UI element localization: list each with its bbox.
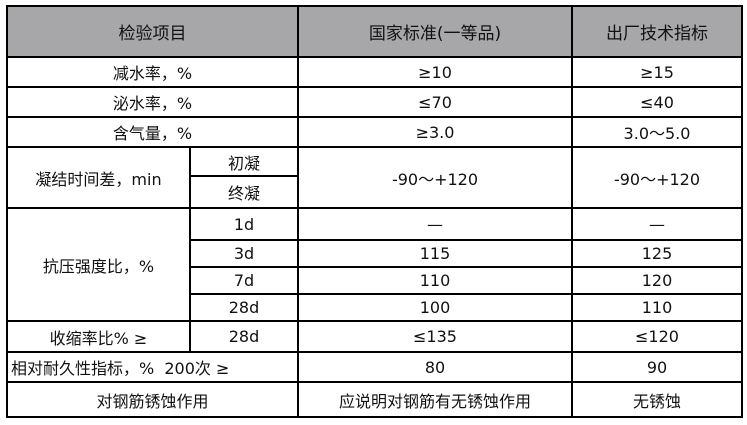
national-value: 110 <box>297 266 573 295</box>
table-row: 凝结时间差，min 初凝 -90～+120 -90～+120 <box>6 146 743 209</box>
row-label: 相对耐久性指标，% 200次 ≥ <box>6 351 299 383</box>
header-item: 检验项目 <box>6 5 299 58</box>
national-value: 80 <box>297 351 573 383</box>
factory-value: ≥15 <box>571 56 743 88</box>
sub-label: 28d <box>189 320 299 353</box>
table-row: 终凝 <box>7 175 742 209</box>
factory-value: 110 <box>571 293 743 322</box>
factory-value: ≤40 <box>571 86 743 118</box>
header-national: 国家标准(一等品) <box>297 5 573 58</box>
sub-label: 1d <box>189 207 299 241</box>
sub-label: 终凝 <box>189 175 299 209</box>
national-value: 115 <box>297 239 573 268</box>
factory-value: 3.0～5.0 <box>571 116 743 148</box>
national-value: 应说明对钢筋有无锈蚀作用 <box>297 381 573 418</box>
national-value: ≤70 <box>297 86 573 118</box>
sub-label: 3d <box>189 239 299 268</box>
factory-value: 120 <box>571 266 743 295</box>
sub-label: 7d <box>189 266 299 295</box>
row-label: 对钢筋锈蚀作用 <box>6 381 299 418</box>
national-value: 100 <box>297 293 573 322</box>
sub-label: 28d <box>189 293 299 322</box>
table-row: 抗压强度比，% 1d — — <box>6 207 743 322</box>
table-row: 相对耐久性指标，% 200次 ≥ 80 90 <box>6 351 743 383</box>
national-value: ≥10 <box>297 56 573 88</box>
row-label: 含气量，% <box>6 116 299 148</box>
national-value: — <box>297 207 573 241</box>
national-value: ≤135 <box>297 320 573 353</box>
factory-value: 90 <box>571 351 743 383</box>
table-row: 对钢筋锈蚀作用 应说明对钢筋有无锈蚀作用 无锈蚀 <box>6 381 743 418</box>
national-value: -90～+120 <box>297 146 573 209</box>
factory-value: -90～+120 <box>571 146 743 209</box>
national-value: ≥3.0 <box>297 116 573 148</box>
header-factory: 出厂技术指标 <box>571 5 743 58</box>
factory-value: ≤120 <box>571 320 743 353</box>
row-label: 减水率，% <box>6 56 299 88</box>
sub-label: 初凝 <box>189 146 299 177</box>
row-label: 收缩率比% ≥ <box>6 320 191 353</box>
table-row: 泌水率，% ≤70 ≤40 <box>6 86 743 118</box>
factory-value: 无锈蚀 <box>571 381 743 418</box>
row-label: 抗压强度比，% <box>6 207 191 322</box>
factory-value: — <box>571 207 743 241</box>
table-row: 减水率，% ≥10 ≥15 <box>6 56 743 88</box>
table-row: 7d 110 120 <box>7 266 743 295</box>
table-row: 3d 115 125 <box>7 239 743 268</box>
row-label: 泌水率，% <box>6 86 299 118</box>
header-row: 检验项目 国家标准(一等品) 出厂技术指标 <box>6 5 743 58</box>
row-label: 凝结时间差，min <box>6 146 191 209</box>
table-row: 28d 100 110 <box>7 293 743 322</box>
table-row: 收缩率比% ≥ 28d ≤135 ≤120 <box>6 320 743 353</box>
factory-value: 125 <box>571 239 743 268</box>
spec-table: 检验项目 国家标准(一等品) 出厂技术指标 减水率，% ≥10 ≥15 泌水率，… <box>6 5 743 418</box>
table-row: 含气量，% ≥3.0 3.0～5.0 <box>6 116 743 148</box>
